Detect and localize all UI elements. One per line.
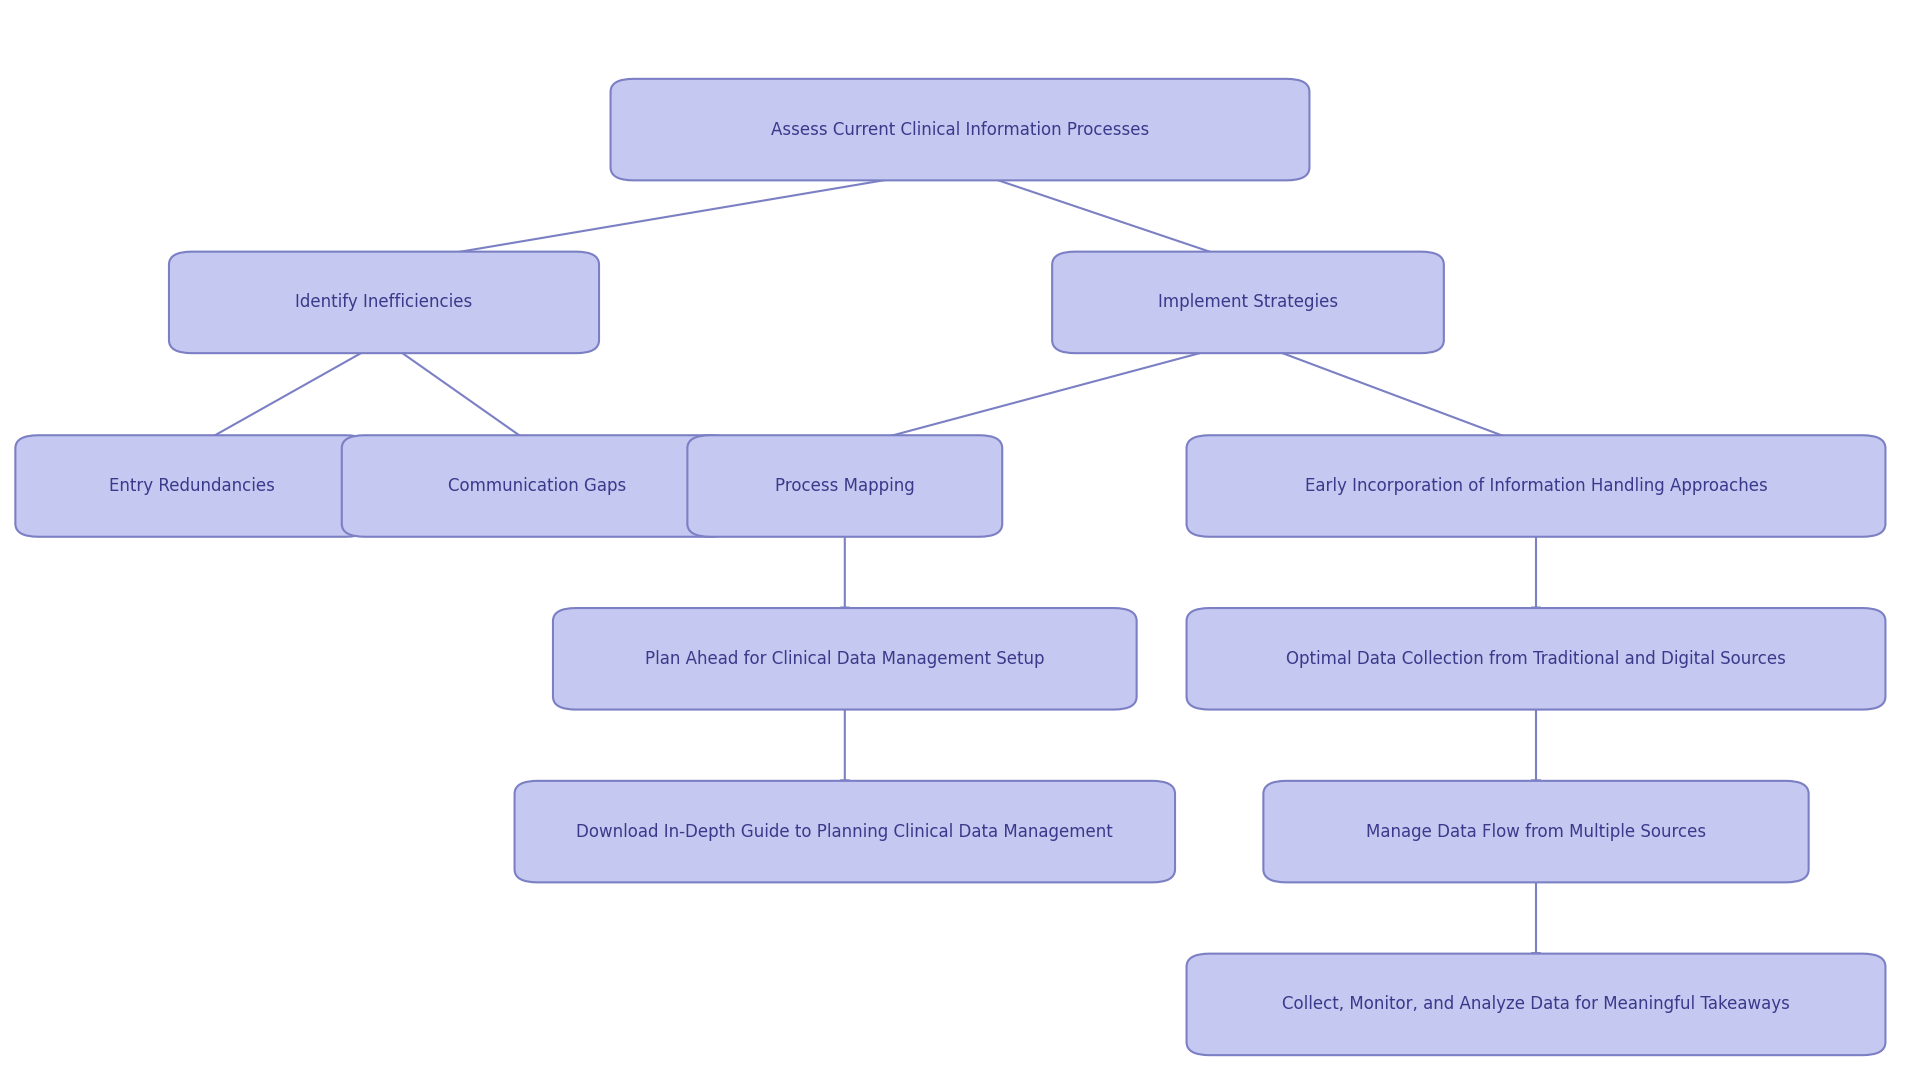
Text: Optimal Data Collection from Traditional and Digital Sources: Optimal Data Collection from Traditional… [1286, 650, 1786, 667]
Text: Manage Data Flow from Multiple Sources: Manage Data Flow from Multiple Sources [1365, 823, 1707, 840]
FancyBboxPatch shape [515, 781, 1175, 882]
Text: Communication Gaps: Communication Gaps [449, 477, 626, 495]
Text: Identify Inefficiencies: Identify Inefficiencies [296, 294, 472, 311]
FancyBboxPatch shape [1187, 608, 1885, 710]
Text: Assess Current Clinical Information Processes: Assess Current Clinical Information Proc… [770, 121, 1150, 138]
Text: Early Incorporation of Information Handling Approaches: Early Incorporation of Information Handl… [1304, 477, 1768, 495]
Text: Process Mapping: Process Mapping [776, 477, 914, 495]
Text: Collect, Monitor, and Analyze Data for Meaningful Takeaways: Collect, Monitor, and Analyze Data for M… [1283, 996, 1789, 1013]
Text: Entry Redundancies: Entry Redundancies [109, 477, 275, 495]
Text: Download In-Depth Guide to Planning Clinical Data Management: Download In-Depth Guide to Planning Clin… [576, 823, 1114, 840]
FancyBboxPatch shape [611, 79, 1309, 180]
FancyBboxPatch shape [15, 435, 369, 537]
FancyBboxPatch shape [169, 252, 599, 353]
FancyBboxPatch shape [687, 435, 1002, 537]
FancyBboxPatch shape [553, 608, 1137, 710]
FancyBboxPatch shape [1052, 252, 1444, 353]
Text: Plan Ahead for Clinical Data Management Setup: Plan Ahead for Clinical Data Management … [645, 650, 1044, 667]
FancyBboxPatch shape [342, 435, 733, 537]
FancyBboxPatch shape [1187, 435, 1885, 537]
Text: Implement Strategies: Implement Strategies [1158, 294, 1338, 311]
FancyBboxPatch shape [1187, 954, 1885, 1055]
FancyBboxPatch shape [1263, 781, 1809, 882]
